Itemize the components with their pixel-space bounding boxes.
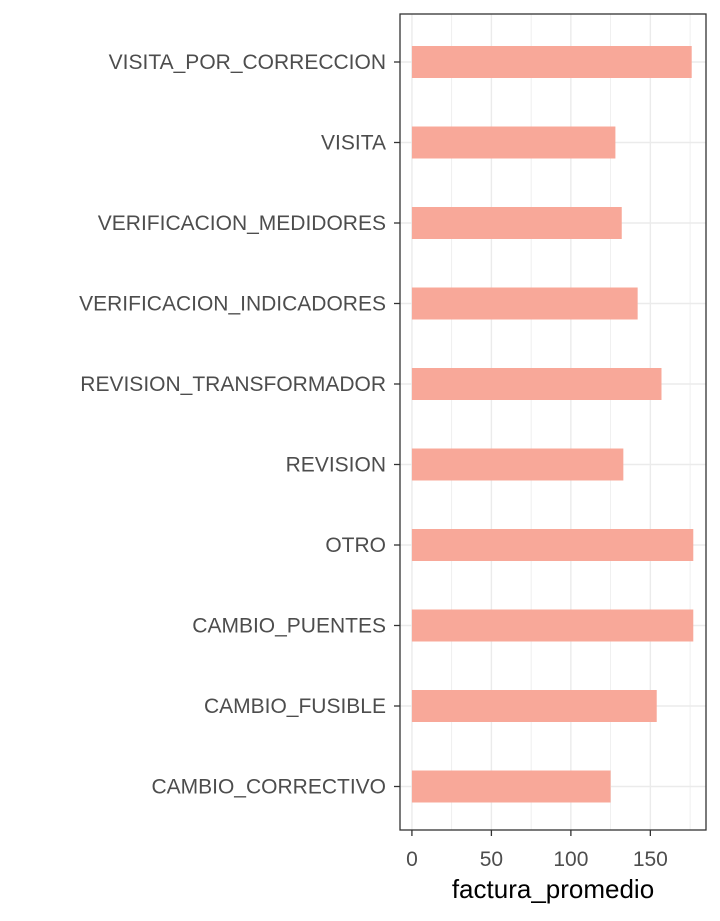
y-tick-label: CAMBIO_FUSIBLE bbox=[204, 695, 386, 718]
y-tick-label: CAMBIO_PUENTES bbox=[192, 615, 386, 638]
bar-verificacion-indicadores bbox=[411, 287, 638, 320]
y-tick-label: CAMBIO_CORRECTIVO bbox=[151, 776, 386, 799]
bar-cambio-fusible bbox=[411, 690, 657, 722]
y-tick-label: VISITA_POR_CORRECCION bbox=[109, 51, 386, 74]
x-tick-label: 0 bbox=[406, 848, 418, 871]
x-axis: 0 50 100 150 bbox=[406, 830, 668, 871]
bar-verificacion-medidores bbox=[411, 207, 622, 239]
bar-cambio-correctivo bbox=[411, 770, 611, 803]
y-tick-label: REVISION bbox=[286, 454, 386, 477]
y-tick-label: REVISION_TRANSFORMADOR bbox=[80, 373, 386, 396]
bar-cambio-puentes bbox=[411, 609, 694, 642]
y-tick-label: VISITA bbox=[321, 132, 386, 155]
bar-revision-transformador bbox=[411, 368, 662, 400]
y-tick-label: VERIFICACION_MEDIDORES bbox=[98, 212, 386, 235]
y-tick-label: OTRO bbox=[325, 534, 386, 557]
y-axis: VISITA_POR_CORRECCION VISITA VERIFICACION_… bbox=[79, 51, 400, 799]
x-axis-title: factura_promedio bbox=[452, 874, 654, 904]
x-tick-label: 150 bbox=[633, 848, 668, 871]
panel-border bbox=[399, 13, 707, 831]
bars bbox=[411, 46, 694, 803]
bar-revision bbox=[411, 448, 624, 481]
bar-visita-por-correccion bbox=[411, 46, 692, 78]
bar-visita bbox=[411, 126, 616, 159]
x-tick-label: 50 bbox=[480, 848, 503, 871]
y-tick-label: VERIFICACION_INDICADORES bbox=[79, 293, 386, 316]
x-tick-label: 100 bbox=[553, 848, 588, 871]
bar-otro bbox=[411, 529, 694, 561]
